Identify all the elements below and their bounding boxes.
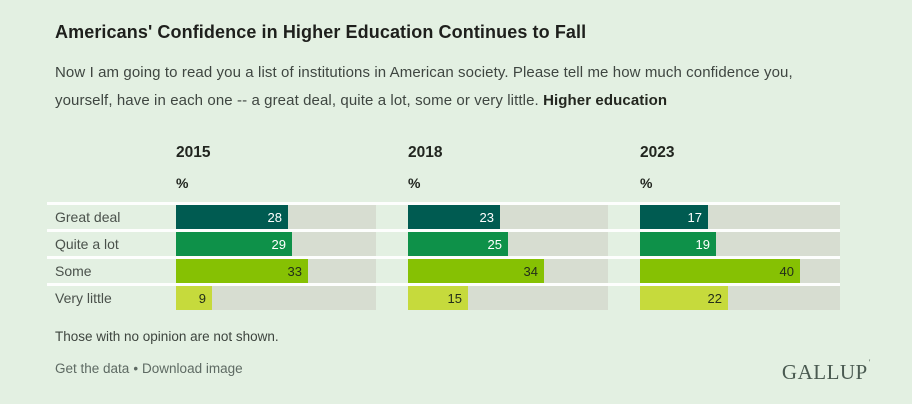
year-label: 2018: [408, 144, 443, 161]
bar-track-2023: 19: [640, 232, 840, 256]
bar-2015-quite-a-lot: 29: [176, 232, 292, 256]
get-the-data-link[interactable]: Get the data: [55, 361, 130, 376]
gallup-trademark-mark: ′: [868, 358, 871, 367]
percent-sign: %: [640, 175, 653, 191]
subtitle-line1: Now I am going to read you a list of ins…: [55, 64, 793, 81]
bar-track-2023: 40: [640, 259, 840, 283]
bar-value: 9: [198, 290, 206, 306]
bar-track-2018: 15: [408, 286, 608, 310]
bar-track-2015: 29: [176, 232, 376, 256]
bar-value: 29: [271, 236, 286, 252]
link-separator: •: [133, 361, 139, 376]
subtitle-line2: yourself, have in each one -- a great de…: [55, 92, 539, 109]
bar-track-2023: 17: [640, 205, 840, 229]
year-label: 2023: [640, 144, 675, 161]
chart-row-great-deal: Great deal 28 23 17: [47, 202, 840, 229]
percent-sign: %: [408, 175, 421, 191]
bar-2018-very-little: 15: [408, 286, 468, 310]
footer-links: Get the data • Download image: [55, 361, 243, 376]
bar-value: 19: [695, 236, 710, 252]
category-label: Very little: [55, 290, 112, 306]
bar-value: 25: [487, 236, 502, 252]
bar-2023-very-little: 22: [640, 286, 728, 310]
column-header-2015: 2015 %: [176, 144, 376, 191]
bar-value: 23: [479, 209, 494, 225]
bar-2018-some: 34: [408, 259, 544, 283]
download-image-link[interactable]: Download image: [142, 361, 243, 376]
bar-track-2015: 9: [176, 286, 376, 310]
bar-2018-great-deal: 23: [408, 205, 500, 229]
percent-sign: %: [176, 175, 189, 191]
column-header-2023: 2023 %: [640, 144, 840, 191]
bar-2015-very-little: 9: [176, 286, 212, 310]
year-label: 2015: [176, 144, 211, 161]
bar-track-2018: 23: [408, 205, 608, 229]
column-header-2018: 2018 %: [408, 144, 608, 191]
bar-track-2015: 28: [176, 205, 376, 229]
category-label: Great deal: [55, 209, 121, 225]
bar-track-2018: 34: [408, 259, 608, 283]
gallup-logo: GALLUP′: [782, 358, 871, 385]
category-label: Some: [55, 263, 92, 279]
bar-2018-quite-a-lot: 25: [408, 232, 508, 256]
chart-row-very-little: Very little 9 15 22: [47, 283, 840, 310]
bar-2023-some: 40: [640, 259, 800, 283]
bar-track-2018: 25: [408, 232, 608, 256]
bar-value: 28: [267, 209, 282, 225]
bar-value: 34: [523, 263, 538, 279]
subtitle-bold-item: Higher education: [543, 92, 668, 109]
bar-value: 15: [447, 290, 462, 306]
chart-row-some: Some 33 34 40: [47, 256, 840, 283]
category-label: Quite a lot: [55, 236, 119, 252]
bar-2023-quite-a-lot: 19: [640, 232, 716, 256]
chart-row-quite-a-lot: Quite a lot 29 25 19: [47, 229, 840, 256]
gallup-logo-text: GALLUP: [781, 360, 868, 384]
bar-track-2023: 22: [640, 286, 840, 310]
bar-2015-great-deal: 28: [176, 205, 288, 229]
bar-value: 22: [707, 290, 722, 306]
bar-2015-some: 33: [176, 259, 308, 283]
chart-title: Americans' Confidence in Higher Educatio…: [55, 22, 587, 42]
bar-2023-great-deal: 17: [640, 205, 708, 229]
bar-value: 17: [687, 209, 702, 225]
footnote: Those with no opinion are not shown.: [55, 329, 279, 344]
bar-value: 33: [287, 263, 302, 279]
bar-value: 40: [779, 263, 794, 279]
bar-track-2015: 33: [176, 259, 376, 283]
chart-subtitle: Now I am going to read you a list of ins…: [55, 59, 793, 115]
